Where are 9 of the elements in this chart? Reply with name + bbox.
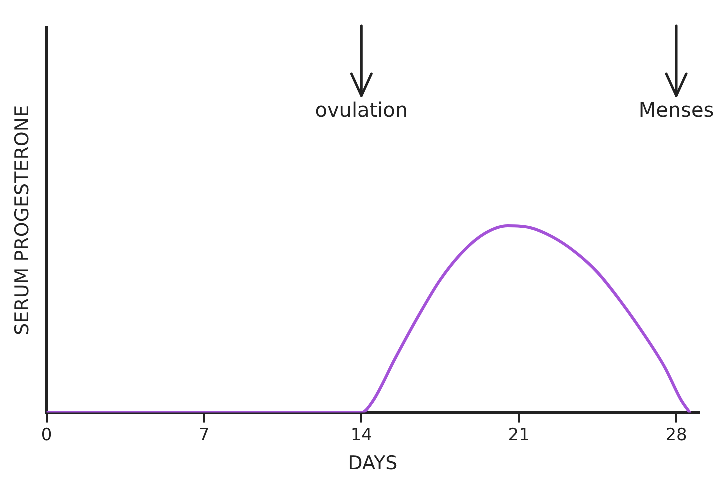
x-tick-label: 28 [666, 425, 688, 446]
x-tick-label: 7 [198, 425, 210, 446]
x-tick-label: 21 [508, 425, 530, 446]
x-tick-label: 0 [41, 425, 52, 446]
ref-line-label: Menses [638, 98, 714, 122]
x-tick-label: 14 [350, 425, 372, 446]
x-axis-title: DAYS [348, 452, 398, 475]
ref-line-label: ovulation [315, 98, 408, 122]
y-axis-title: SERUM PROGESTERONE [11, 105, 34, 336]
